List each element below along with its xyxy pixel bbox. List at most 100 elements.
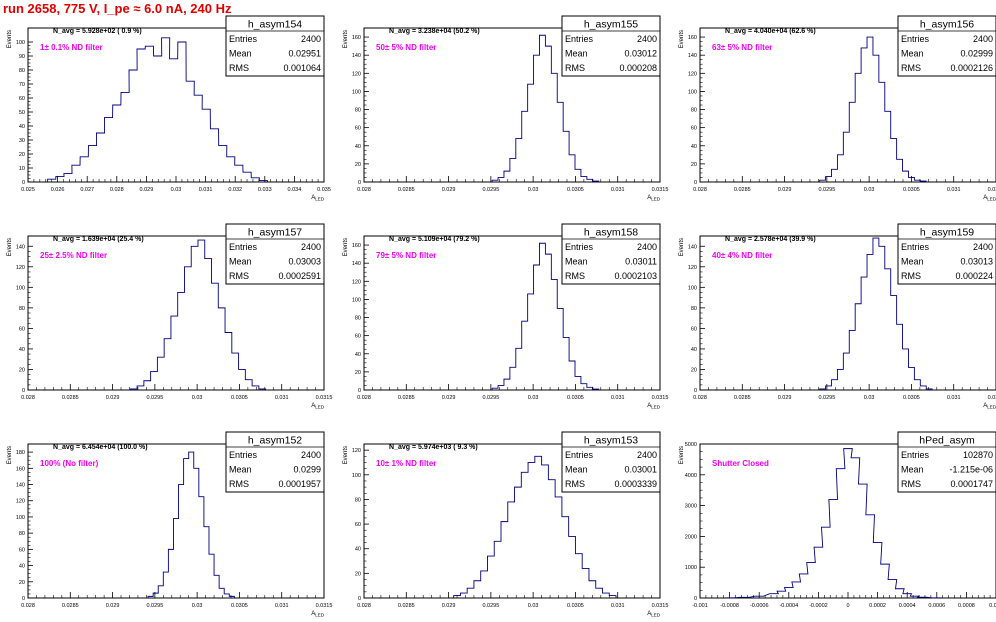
- histogram-panel-h_asym153: 0 20 40 60 80 100 120 0.028 0.0285 0.029 0.0295 0.0…: [343, 431, 668, 618]
- x-tick-label: 0.035: [317, 187, 331, 193]
- stats-value-mean: 0.0299: [293, 465, 321, 475]
- y-tick-label: 0: [358, 596, 361, 602]
- x-tick-label: 0.0305: [567, 395, 584, 401]
- filter-annotation: 63± 5% ND filter: [712, 43, 772, 52]
- y-tick-label: 160: [352, 243, 361, 249]
- stats-label-mean: Mean: [229, 257, 252, 267]
- stats-box: [897, 431, 996, 493]
- x-tick-label: 0.0315: [316, 395, 333, 401]
- navg-label: N_avg = 5.928e+02 ( 0.9 %): [53, 28, 142, 35]
- stats-label-entries: Entries: [229, 242, 258, 252]
- x-tick-label: 0.031: [275, 395, 289, 401]
- y-tick-label: 40: [19, 347, 25, 353]
- stats-label-mean: Mean: [229, 49, 252, 59]
- stats-value-mean: 0.03011: [625, 257, 657, 267]
- y-tick-label: 100: [352, 473, 361, 479]
- y-tick-label: 80: [691, 306, 697, 312]
- x-axis-label: ALED: [983, 195, 996, 202]
- stats-value-entries: 2400: [973, 242, 993, 252]
- x-tick-label: 0.034: [288, 187, 302, 193]
- x-tick-label: 0.03: [528, 603, 539, 609]
- y-tick-label: 60: [355, 522, 361, 528]
- y-tick-label: 60: [19, 96, 25, 102]
- y-axis-label: Events: [343, 238, 349, 256]
- x-tick-label: 0.0295: [482, 603, 499, 609]
- stats-value-entries: 2400: [637, 450, 657, 460]
- stats-value-entries: 2400: [637, 34, 657, 44]
- y-axis-label: Events: [679, 30, 685, 48]
- y-tick-label: 90: [19, 54, 25, 60]
- y-tick-label: 140: [352, 261, 361, 267]
- x-tick-label: 0.029: [106, 603, 120, 609]
- y-tick-label: 60: [355, 334, 361, 340]
- y-tick-label: 10: [19, 166, 25, 172]
- y-tick-label: 60: [355, 126, 361, 132]
- y-tick-label: 100: [16, 40, 25, 46]
- y-tick-label: 140: [352, 53, 361, 59]
- navg-label: N_avg = 6.454e+04 (100.0 %): [53, 444, 148, 451]
- filter-annotation: 79± 5% ND filter: [376, 251, 436, 260]
- stats-value-mean: 0.03003: [288, 257, 321, 267]
- x-tick-label: 0.028: [357, 395, 371, 401]
- y-tick-label: 120: [352, 71, 361, 77]
- stats-box: [561, 15, 661, 77]
- histogram-panel-h_asym152: 0 20 40 60 80 100 120 140 160 180 0.028 0.0285 0.029…: [7, 431, 332, 618]
- stats-label-entries: Entries: [901, 450, 930, 460]
- x-tick-label: 0.031: [611, 603, 625, 609]
- histogram-name: h_asym154: [248, 19, 302, 31]
- stats-value-mean: 0.03001: [624, 465, 657, 475]
- stats-value-entries: 2400: [301, 34, 321, 44]
- x-tick-label: 0.031: [199, 187, 213, 193]
- x-tick-label: -0.0006: [750, 603, 769, 609]
- y-tick-label: 60: [691, 326, 697, 332]
- x-tick-label: 0.0285: [398, 603, 415, 609]
- y-axis-label: Events: [679, 446, 685, 464]
- y-tick-label: 80: [19, 531, 25, 537]
- x-tick-label: 0.027: [80, 187, 94, 193]
- y-tick-label: 20: [19, 580, 25, 586]
- y-tick-label: 60: [19, 547, 25, 553]
- x-tick-label: 0.03: [171, 187, 182, 193]
- stats-value-rms: 0.0001957: [278, 479, 321, 489]
- x-tick-label: 0.028: [21, 395, 35, 401]
- x-tick-label: 0.025: [21, 187, 35, 193]
- x-tick-label: 0.028: [21, 603, 35, 609]
- x-tick-label: 0.029: [442, 395, 456, 401]
- x-tick-label: 0.03: [192, 603, 203, 609]
- x-tick-label: 0.0305: [231, 395, 248, 401]
- x-tick-label: 0.031: [275, 603, 289, 609]
- stats-label-mean: Mean: [565, 465, 588, 475]
- x-axis-label: ALED: [983, 403, 996, 410]
- x-tick-label: 0.0305: [567, 187, 584, 193]
- y-tick-label: 160: [352, 35, 361, 41]
- x-tick-label: 0.0285: [398, 187, 415, 193]
- x-tick-label: 0.033: [258, 187, 272, 193]
- stats-box: [897, 223, 996, 285]
- stats-box: [225, 431, 325, 493]
- stats-label-rms: RMS: [565, 271, 585, 281]
- y-tick-label: 140: [16, 244, 25, 250]
- histogram-panel-h_asym159: 0 20 40 60 80 100 120 140 0.028 0.0285 0.029 0.0295…: [679, 223, 996, 410]
- run-title: run 2658, 775 V, I_pe ≈ 6.0 nA, 240 Hz: [3, 1, 232, 16]
- histogram-series-hPed_asym: [724, 448, 942, 599]
- stats-label-rms: RMS: [565, 63, 585, 73]
- stats-value-entries: 102870: [963, 450, 993, 460]
- navg-label: N_avg = 5.109e+04 (79.2 %): [389, 236, 480, 243]
- y-tick-label: 80: [355, 108, 361, 114]
- x-tick-label: -0.0008: [720, 603, 739, 609]
- x-tick-label: 0.0315: [652, 187, 669, 193]
- stats-label-mean: Mean: [901, 257, 924, 267]
- histogram-name: h_asym153: [584, 435, 638, 447]
- x-tick-label: 0.026: [51, 187, 65, 193]
- x-tick-label: 0.0295: [818, 395, 835, 401]
- x-tick-label: 0.0315: [988, 395, 996, 401]
- x-tick-label: 0.0315: [652, 395, 669, 401]
- stats-label-entries: Entries: [229, 34, 258, 44]
- y-tick-label: 120: [352, 448, 361, 454]
- histogram-name: h_asym158: [584, 227, 638, 239]
- y-axis-label: Events: [343, 446, 349, 464]
- x-tick-label: 0.029: [778, 395, 792, 401]
- y-axis-label: Events: [7, 446, 13, 464]
- y-tick-label: 180: [16, 450, 25, 456]
